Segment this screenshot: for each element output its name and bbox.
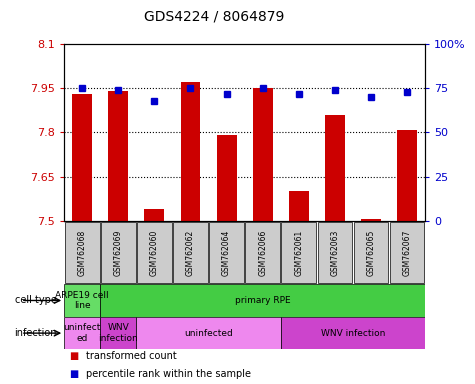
Text: transformed count: transformed count bbox=[86, 351, 176, 361]
Text: percentile rank within the sample: percentile rank within the sample bbox=[86, 369, 250, 379]
Text: GSM762066: GSM762066 bbox=[258, 229, 267, 276]
Bar bbox=[325, 115, 345, 221]
Text: GSM762062: GSM762062 bbox=[186, 229, 195, 276]
Text: infection: infection bbox=[15, 328, 57, 338]
Text: GSM762065: GSM762065 bbox=[367, 229, 375, 276]
Text: WNV infection: WNV infection bbox=[321, 329, 385, 338]
Bar bbox=[289, 191, 309, 221]
Bar bbox=[318, 222, 352, 283]
Bar bbox=[209, 222, 244, 283]
Bar bbox=[397, 129, 417, 221]
Text: GSM762061: GSM762061 bbox=[294, 229, 303, 276]
Text: GDS4224 / 8064879: GDS4224 / 8064879 bbox=[143, 9, 284, 23]
Bar bbox=[281, 317, 425, 349]
Text: GSM762064: GSM762064 bbox=[222, 229, 231, 276]
Bar bbox=[361, 219, 381, 221]
Text: GSM762067: GSM762067 bbox=[403, 229, 411, 276]
Bar bbox=[217, 136, 237, 221]
Bar bbox=[72, 94, 92, 221]
Bar bbox=[253, 88, 273, 221]
Bar bbox=[173, 222, 208, 283]
Text: GSM762068: GSM762068 bbox=[78, 229, 86, 276]
Text: uninfect
ed: uninfect ed bbox=[64, 323, 101, 343]
Bar bbox=[137, 222, 171, 283]
Bar bbox=[64, 284, 100, 317]
Text: primary RPE: primary RPE bbox=[235, 296, 291, 305]
Bar bbox=[246, 222, 280, 283]
Bar bbox=[136, 317, 281, 349]
Text: uninfected: uninfected bbox=[184, 329, 233, 338]
Bar bbox=[354, 222, 388, 283]
Text: ■: ■ bbox=[69, 351, 78, 361]
Bar bbox=[108, 91, 128, 221]
Bar bbox=[144, 209, 164, 221]
Text: GSM762063: GSM762063 bbox=[331, 229, 339, 276]
Text: GSM762060: GSM762060 bbox=[150, 229, 159, 276]
Text: cell type: cell type bbox=[15, 295, 57, 306]
Text: ARPE19 cell
line: ARPE19 cell line bbox=[56, 291, 109, 310]
Bar bbox=[100, 317, 136, 349]
Bar bbox=[65, 222, 99, 283]
Text: GSM762069: GSM762069 bbox=[114, 229, 123, 276]
Bar bbox=[282, 222, 316, 283]
Bar bbox=[390, 222, 424, 283]
Bar bbox=[101, 222, 135, 283]
Bar bbox=[180, 83, 200, 221]
Text: WNV
infection: WNV infection bbox=[98, 323, 138, 343]
Text: ■: ■ bbox=[69, 369, 78, 379]
Bar bbox=[64, 317, 100, 349]
